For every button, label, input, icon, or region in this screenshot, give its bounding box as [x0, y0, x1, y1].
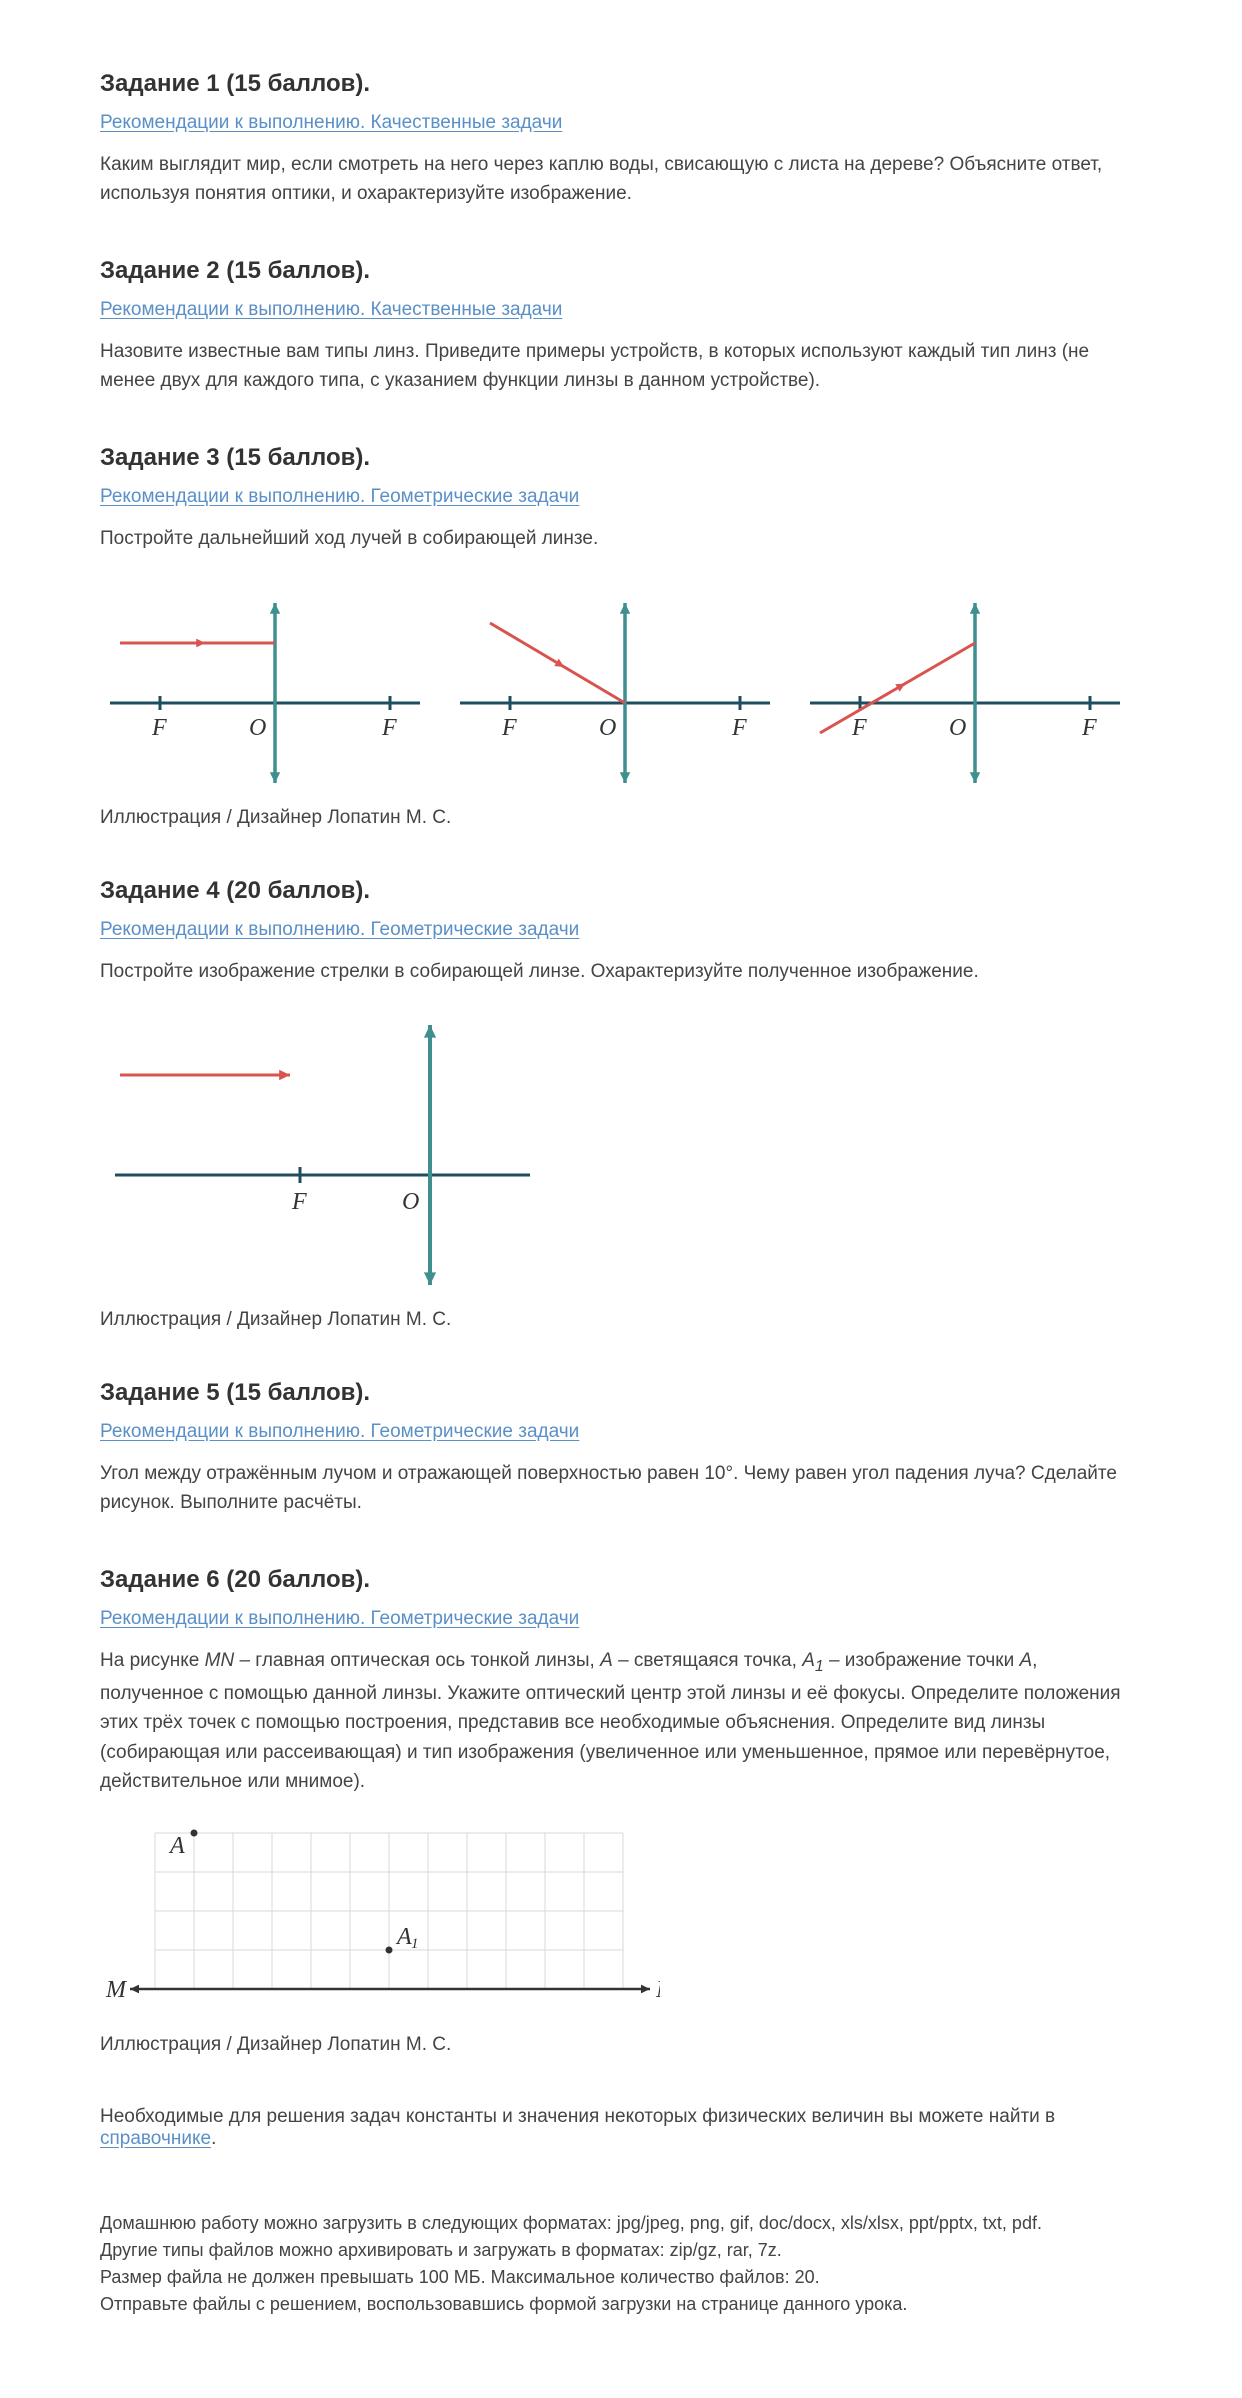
svg-text:1: 1 [411, 1936, 419, 1952]
task3-title: Задание 3 (15 баллов). [100, 444, 1142, 472]
footer-line: Отправьте файлы с решением, воспользовав… [100, 2291, 1142, 2318]
svg-text:O: O [402, 1189, 419, 1215]
task4-link[interactable]: Рекомендации к выполнению. Геометрически… [100, 919, 579, 941]
task4-diagram: FO [100, 1005, 1142, 1295]
task6-diagram: MNAA1 [100, 1815, 1142, 2020]
constants-link[interactable]: справочнике [100, 2128, 211, 2149]
task4-text: Постройте изображение стрелки в собирающ… [100, 957, 1142, 986]
footer-line: Размер файла не должен превышать 100 МБ.… [100, 2264, 1142, 2291]
task6-text: На рисунке MN – главная оптическая ось т… [100, 1646, 1142, 1797]
task4-title: Задание 4 (20 баллов). [100, 877, 1142, 905]
task1-title: Задание 1 (15 баллов). [100, 70, 1142, 98]
task6-title: Задание 6 (20 баллов). [100, 1566, 1142, 1594]
task2-title: Задание 2 (15 баллов). [100, 257, 1142, 285]
task4-caption: Иллюстрация / Дизайнер Лопатин М. С. [100, 1309, 1142, 1331]
task3-diagram: FFOFFOFFO [100, 573, 1142, 793]
svg-text:F: F [501, 715, 517, 741]
task6-link[interactable]: Рекомендации к выполнению. Геометрически… [100, 1608, 579, 1630]
footer-line: Другие типы файлов можно архивировать и … [100, 2237, 1142, 2264]
svg-text:N: N [655, 1977, 660, 2003]
task5-text: Угол между отражённым лучом и отражающей… [100, 1459, 1142, 1518]
task5-link[interactable]: Рекомендации к выполнению. Геометрически… [100, 1421, 579, 1443]
task1-link[interactable]: Рекомендации к выполнению. Качественные … [100, 112, 562, 134]
task1-text: Каким выглядит мир, если смотреть на нег… [100, 150, 1142, 209]
constants-suffix: . [211, 2128, 216, 2149]
svg-text:M: M [105, 1977, 128, 2003]
task6-caption: Иллюстрация / Дизайнер Лопатин М. С. [100, 2034, 1142, 2056]
page: Задание 1 (15 баллов). Рекомендации к вы… [0, 0, 1242, 2398]
task3-link[interactable]: Рекомендации к выполнению. Геометрически… [100, 486, 579, 508]
svg-text:F: F [151, 715, 167, 741]
svg-text:F: F [1081, 715, 1097, 741]
constants-prefix: Необходимые для решения задач константы … [100, 2106, 1055, 2127]
task5-title: Задание 5 (15 баллов). [100, 1379, 1142, 1407]
svg-text:A: A [395, 1924, 412, 1950]
task2-text: Назовите известные вам типы линз. Привед… [100, 337, 1142, 396]
constants-note: Необходимые для решения задач константы … [100, 2106, 1142, 2150]
task3-text: Постройте дальнейший ход лучей в собираю… [100, 524, 1142, 553]
svg-text:A: A [168, 1833, 185, 1859]
task2-link[interactable]: Рекомендации к выполнению. Качественные … [100, 299, 562, 321]
task3-caption: Иллюстрация / Дизайнер Лопатин М. С. [100, 807, 1142, 829]
svg-text:F: F [291, 1189, 307, 1215]
svg-text:F: F [851, 715, 867, 741]
svg-text:O: O [249, 715, 266, 741]
svg-text:F: F [381, 715, 397, 741]
svg-text:F: F [731, 715, 747, 741]
footer-line: Домашнюю работу можно загрузить в следую… [100, 2210, 1142, 2237]
svg-text:O: O [599, 715, 616, 741]
svg-text:O: O [949, 715, 966, 741]
